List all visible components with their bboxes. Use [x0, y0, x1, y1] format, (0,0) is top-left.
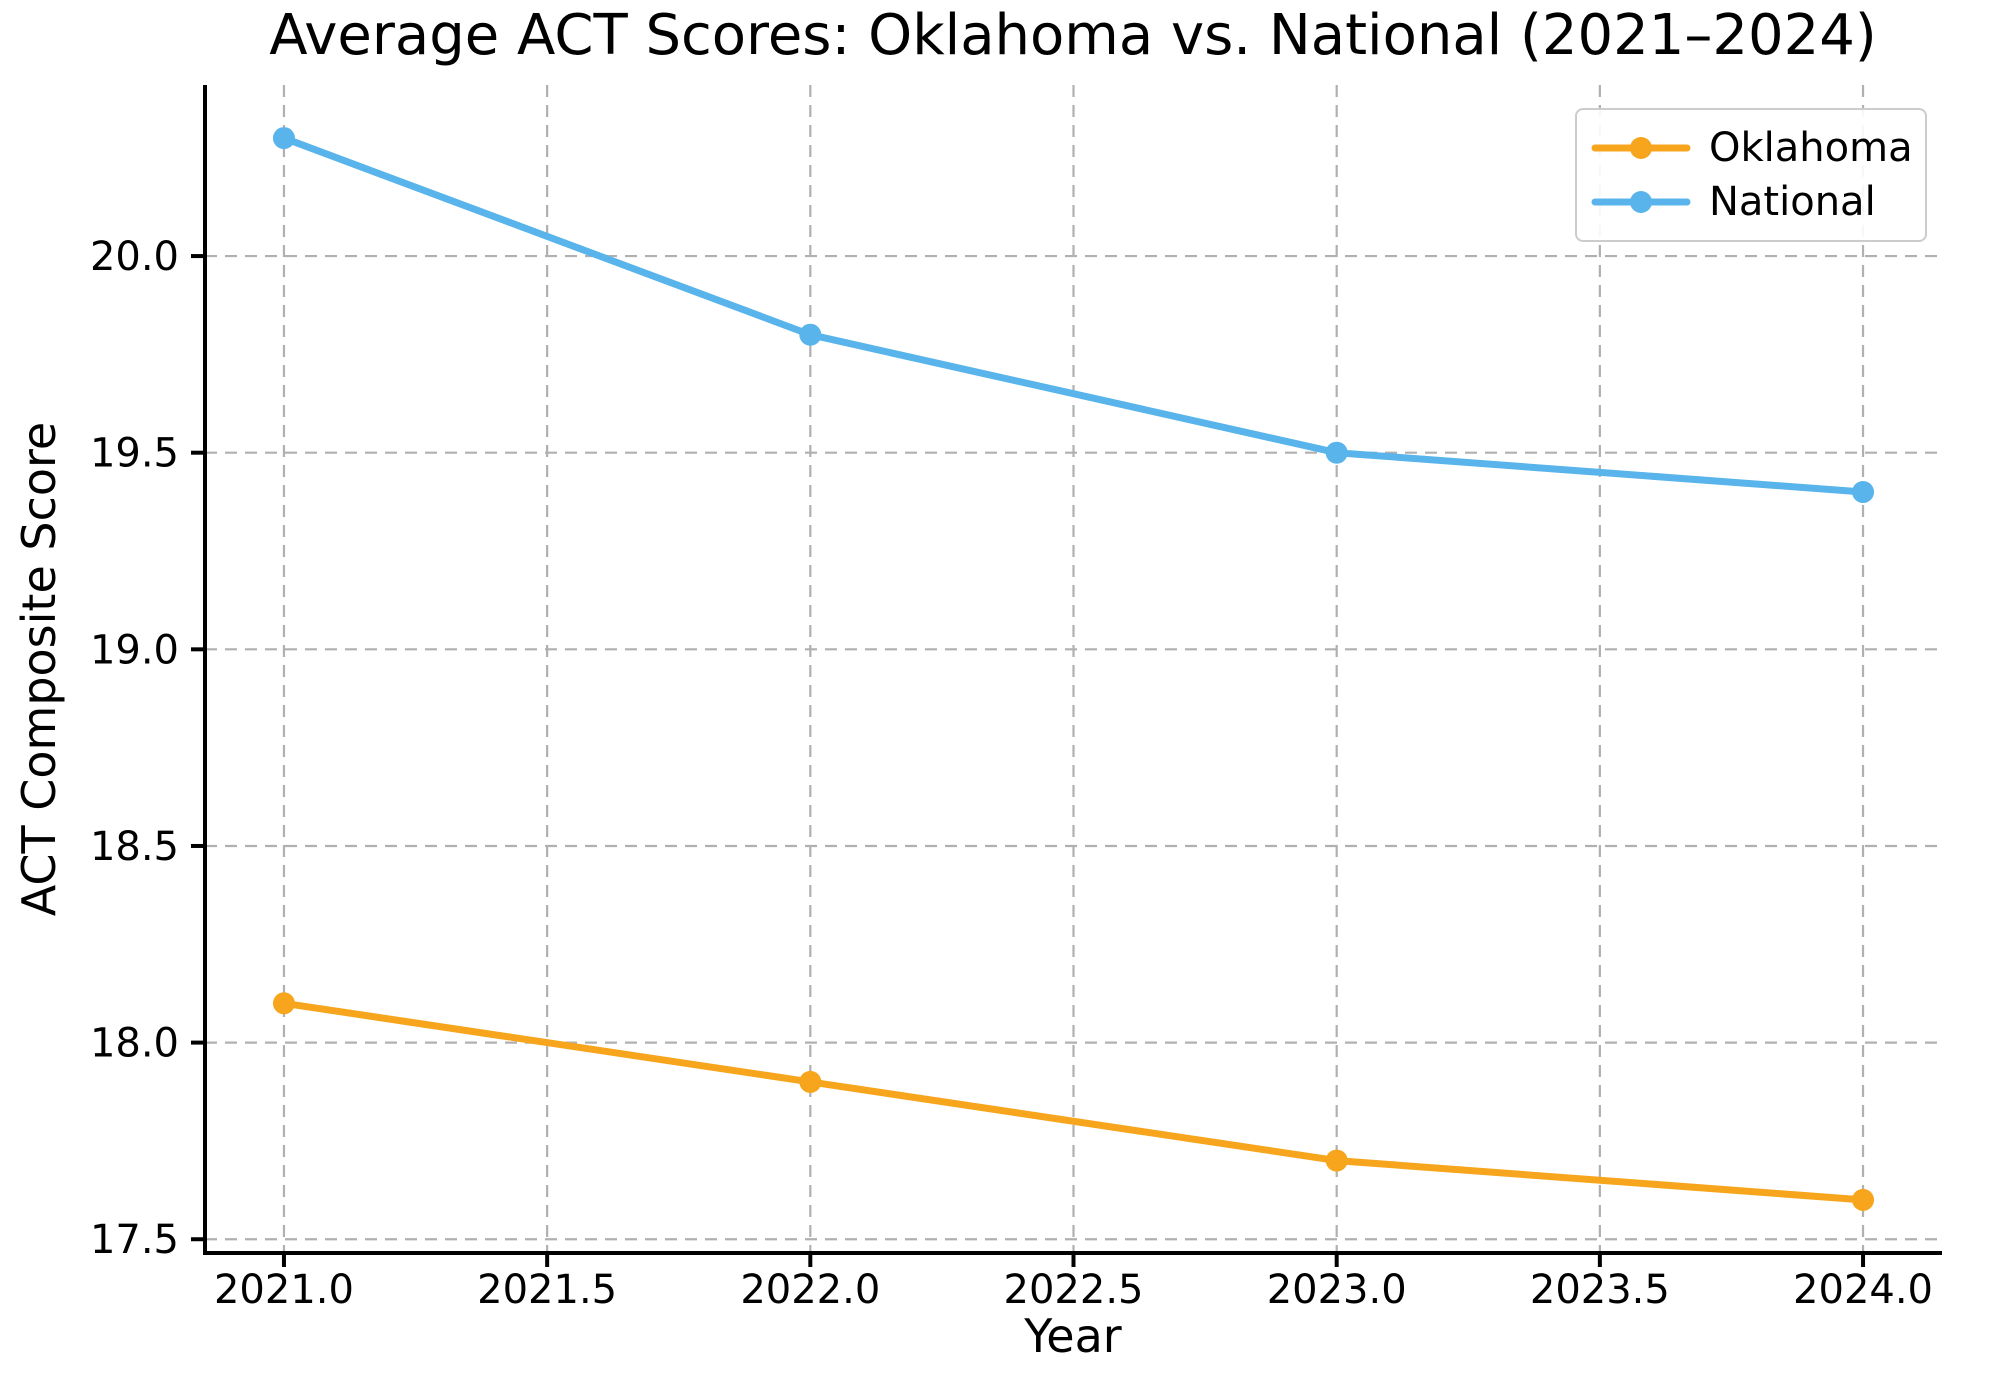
- legend-label-oklahoma: Oklahoma: [1709, 125, 1913, 171]
- legend-item-oklahoma: Oklahoma: [1591, 128, 1925, 168]
- x-tick-label: 2023.0: [1267, 1267, 1407, 1313]
- x-tick-label: 2023.5: [1530, 1267, 1670, 1313]
- x-tick-label: 2021.0: [214, 1267, 354, 1313]
- x-tick-label: 2021.5: [477, 1267, 617, 1313]
- data-point-oklahoma: [1325, 1149, 1348, 1172]
- series-line-national: [280, 134, 1867, 496]
- axis-ticks: [191, 254, 1866, 1267]
- oklahoma-line-marker-icon: [1591, 137, 1691, 159]
- series-line-oklahoma: [280, 999, 1867, 1204]
- data-point-oklahoma: [272, 992, 295, 1015]
- data-series: [272, 127, 1875, 1211]
- chart-title: Average ACT Scores: Oklahoma vs. Nationa…: [269, 3, 1876, 68]
- x-tick-label: 2022.0: [740, 1267, 880, 1313]
- data-point-oklahoma: [799, 1070, 822, 1093]
- data-point-national: [272, 127, 295, 150]
- tick-labels: 2021.0 2021.5 2022.0 2022.5 2023.0 2023.5 2024…: [90, 234, 1933, 1313]
- legend: Oklahoma National: [1575, 108, 1927, 242]
- y-tick-label: 19.5: [90, 431, 179, 477]
- x-tick-label: 2024.0: [1793, 1267, 1933, 1313]
- legend-item-national: National: [1591, 182, 1925, 222]
- y-tick-label: 18.5: [90, 824, 179, 870]
- x-tick-label: 2022.5: [1004, 1267, 1144, 1313]
- data-point-national: [1852, 481, 1875, 504]
- data-point-national: [1325, 441, 1348, 464]
- legend-label-national: National: [1709, 179, 1876, 225]
- y-tick-label: 19.0: [90, 627, 179, 673]
- gridlines: [205, 85, 1942, 1253]
- data-point-oklahoma: [1852, 1188, 1875, 1211]
- national-line-marker-icon: [1591, 191, 1691, 213]
- y-tick-label: 17.5: [90, 1217, 179, 1263]
- y-tick-label: 18.0: [90, 1021, 179, 1067]
- data-point-national: [799, 323, 822, 346]
- y-tick-label: 20.0: [90, 234, 179, 280]
- x-axis-label: Year: [1023, 1309, 1121, 1363]
- y-axis-label: ACT Composite Score: [12, 422, 66, 916]
